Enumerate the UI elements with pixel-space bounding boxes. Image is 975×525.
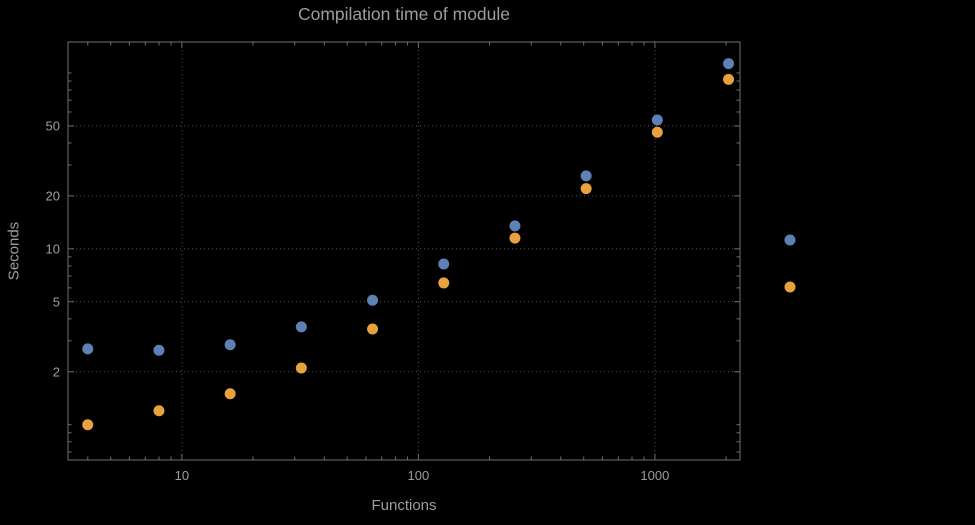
data-point-blue bbox=[367, 294, 379, 306]
data-point-orange bbox=[580, 183, 592, 195]
data-point-blue bbox=[651, 114, 663, 126]
data-point-blue bbox=[580, 170, 592, 182]
y-tick-label: 2 bbox=[53, 364, 60, 379]
data-point-orange bbox=[367, 323, 379, 335]
x-tick-label: 10 bbox=[175, 468, 189, 483]
data-point-blue bbox=[723, 58, 735, 70]
y-tick-label: 50 bbox=[46, 118, 60, 133]
data-point-blue bbox=[224, 339, 236, 351]
data-point-orange bbox=[651, 126, 663, 138]
y-tick-label: 10 bbox=[46, 241, 60, 256]
chart-title: Compilation time of module bbox=[297, 4, 511, 24]
data-point-orange bbox=[438, 277, 450, 289]
data-point-orange bbox=[153, 405, 165, 417]
data-point-orange bbox=[82, 419, 94, 431]
data-point-orange bbox=[509, 232, 521, 244]
plot-frame bbox=[67, 41, 741, 461]
data-point-orange bbox=[723, 73, 735, 85]
data-point-blue bbox=[438, 258, 450, 270]
x-axis-label: Functions bbox=[371, 497, 437, 514]
data-point-blue bbox=[82, 343, 94, 355]
x-tick-label: 1000 bbox=[640, 468, 669, 483]
data-point-blue bbox=[509, 220, 521, 232]
y-tick-label: 20 bbox=[46, 188, 60, 203]
legend-marker-orange bbox=[784, 281, 796, 293]
legend-marker-blue bbox=[784, 234, 796, 246]
data-point-orange bbox=[224, 388, 236, 400]
x-tick-label: 100 bbox=[408, 468, 430, 483]
data-point-orange bbox=[295, 362, 307, 374]
data-point-blue bbox=[153, 344, 165, 356]
y-tick-label: 5 bbox=[53, 294, 60, 309]
data-point-blue bbox=[295, 321, 307, 333]
